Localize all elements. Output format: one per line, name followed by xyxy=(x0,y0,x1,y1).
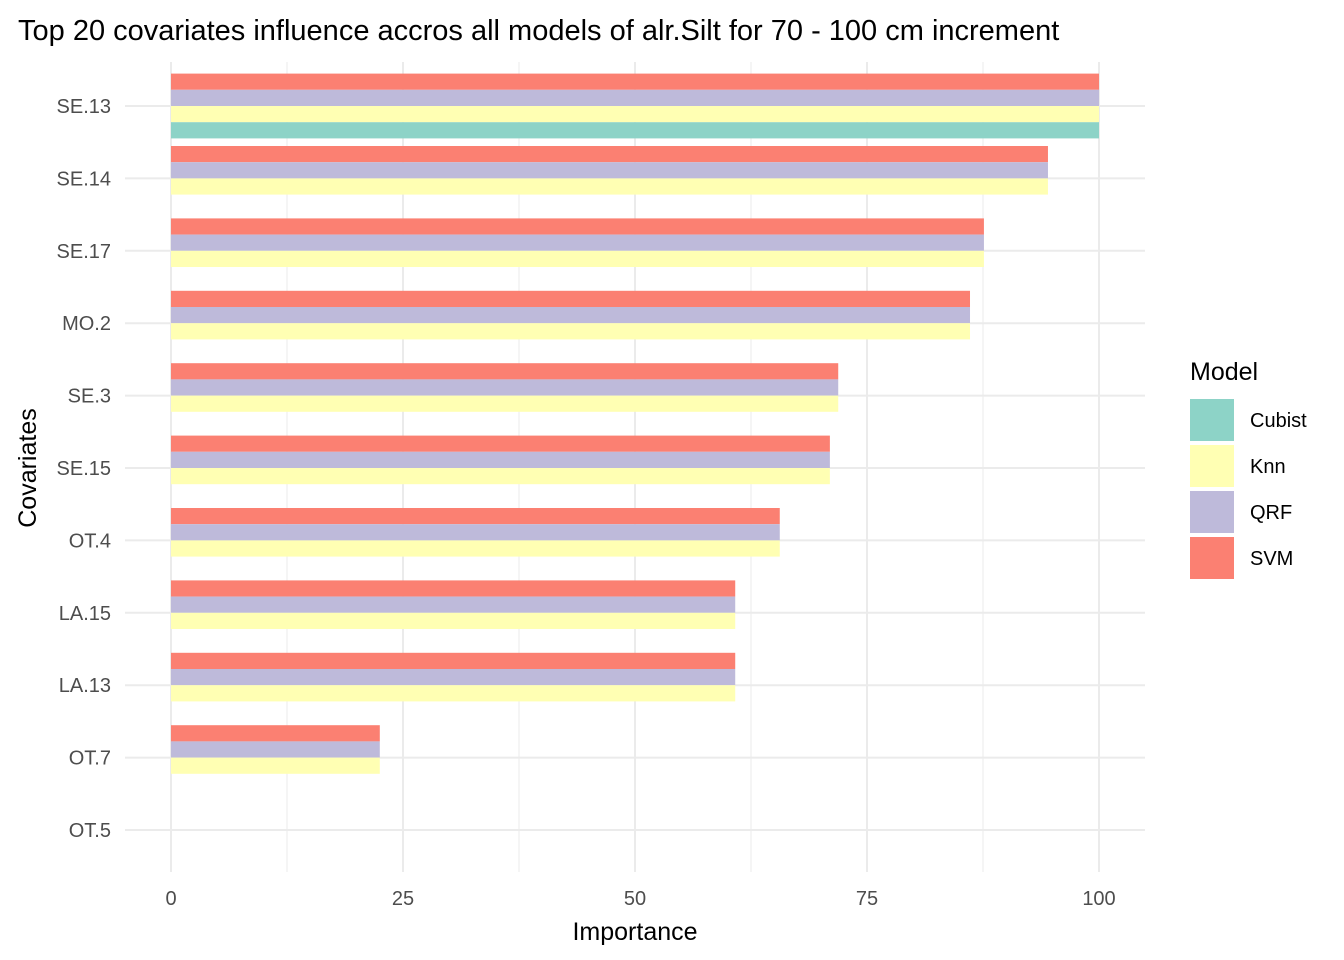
x-tick-label: 100 xyxy=(1082,888,1115,910)
bar-knn-se-14 xyxy=(171,178,1048,195)
bar-svm-se-3 xyxy=(171,363,839,380)
y-axis-ticks: SE.13 SE.14 SE.17 MO.2 SE.3 SE.15 OT.4 LA.15 LA.… xyxy=(57,96,111,842)
bar-svm-ot-4 xyxy=(171,508,780,525)
x-axis-title: Importance xyxy=(572,918,697,946)
bar-knn-se-15 xyxy=(171,468,830,485)
bar-knn-se-17 xyxy=(171,250,984,267)
bar-svm-se-15 xyxy=(171,435,830,452)
bar-svm-la-13 xyxy=(171,652,736,669)
x-tick-label: 75 xyxy=(856,888,878,910)
bar-qrf-ot-4 xyxy=(171,524,780,541)
y-tick-label: OT.7 xyxy=(69,748,111,770)
y-tick-label: LA.13 xyxy=(59,675,111,697)
bar-qrf-se-15 xyxy=(171,451,830,468)
bar-svm-la-15 xyxy=(171,580,736,597)
legend-label-svm: SVM xyxy=(1250,548,1293,570)
x-tick-label: 0 xyxy=(165,888,176,910)
y-tick-label: OT.5 xyxy=(69,820,111,842)
bar-svm-se-17 xyxy=(171,218,984,235)
y-tick-label: SE.15 xyxy=(57,458,111,480)
y-tick-label: SE.14 xyxy=(57,168,111,190)
bar-svm-ot-7 xyxy=(171,725,380,742)
bar-qrf-se-13 xyxy=(171,89,1099,106)
bar-knn-se-13 xyxy=(171,106,1099,123)
bar-qrf-se-3 xyxy=(171,379,839,396)
bar-svm-mo-2 xyxy=(171,290,971,307)
legend-label-cubist: Cubist xyxy=(1250,410,1307,432)
bar-knn-se-3 xyxy=(171,395,839,412)
bar-knn-mo-2 xyxy=(171,323,971,340)
legend: Model Cubist Knn QRF SVM xyxy=(1190,358,1307,579)
bar-knn-ot-7 xyxy=(171,757,380,774)
bar-knn-la-15 xyxy=(171,612,736,629)
chart-title: Top 20 covariates influence accros all m… xyxy=(18,15,1059,47)
y-tick-label: SE.17 xyxy=(57,241,111,263)
bar-cubist-se-13 xyxy=(171,122,1099,139)
legend-key-svm xyxy=(1190,537,1234,579)
y-tick-label: MO.2 xyxy=(62,313,111,335)
bar-qrf-mo-2 xyxy=(171,307,971,324)
y-tick-label: OT.4 xyxy=(69,530,111,552)
y-tick-label: SE.13 xyxy=(57,96,111,118)
bar-knn-ot-4 xyxy=(171,540,780,557)
y-tick-label: SE.3 xyxy=(68,386,111,408)
bars xyxy=(171,73,1099,774)
bar-qrf-ot-7 xyxy=(171,741,380,758)
bar-qrf-se-14 xyxy=(171,162,1048,179)
y-tick-label: LA.15 xyxy=(59,603,111,625)
legend-key-knn xyxy=(1190,445,1234,487)
bar-svm-se-13 xyxy=(171,73,1099,90)
x-axis-ticks: 0 25 50 75 100 xyxy=(165,888,1115,910)
legend-label-knn: Knn xyxy=(1250,456,1286,478)
x-tick-label: 25 xyxy=(392,888,414,910)
legend-key-cubist xyxy=(1190,399,1234,441)
legend-title: Model xyxy=(1190,358,1258,386)
legend-key-qrf xyxy=(1190,491,1234,533)
bar-qrf-la-13 xyxy=(171,669,736,686)
y-axis-title: Covariates xyxy=(14,408,42,528)
bar-qrf-se-17 xyxy=(171,234,984,251)
legend-label-qrf: QRF xyxy=(1250,502,1292,524)
x-tick-label: 50 xyxy=(624,888,646,910)
bar-knn-la-13 xyxy=(171,685,736,702)
bar-qrf-la-15 xyxy=(171,596,736,613)
bar-svm-se-14 xyxy=(171,146,1048,163)
